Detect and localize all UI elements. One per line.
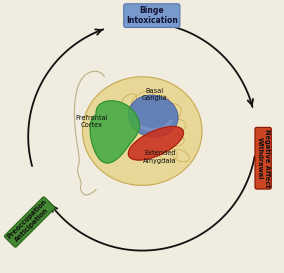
Polygon shape: [128, 126, 183, 160]
Text: Negative Affect
Withdrawal: Negative Affect Withdrawal: [257, 129, 270, 188]
Text: Prefrontal
Cortex: Prefrontal Cortex: [76, 115, 108, 128]
Ellipse shape: [83, 77, 202, 185]
Text: Preoccupation
Anticipation: Preoccupation Anticipation: [6, 199, 53, 245]
Ellipse shape: [128, 95, 178, 137]
Text: Basal
Ganglia: Basal Ganglia: [142, 88, 167, 101]
Text: Extended
Amygdala: Extended Amygdala: [143, 150, 177, 164]
Text: Binge
Intoxication: Binge Intoxication: [126, 6, 178, 25]
Polygon shape: [90, 101, 139, 163]
